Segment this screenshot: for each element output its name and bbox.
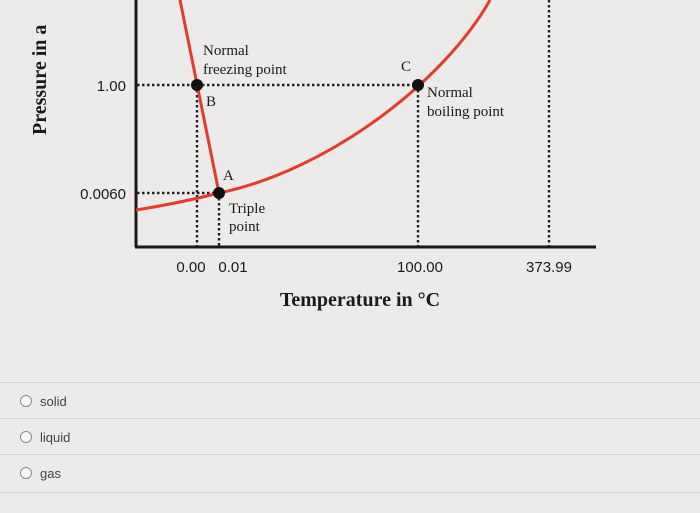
point-b-caption-line2: freezing point [203, 62, 288, 78]
option-solid[interactable]: solid [20, 390, 67, 412]
point-a-caption-line2: point [229, 219, 261, 235]
x-axis-title: Temperature in °C [280, 289, 440, 311]
point-b-marker [191, 79, 203, 91]
options-divider [0, 454, 700, 455]
option-label: gas [40, 465, 61, 481]
fusion-curve [178, 0, 221, 194]
point-c-caption-line2: boiling point [427, 104, 505, 120]
radio-circle-icon[interactable] [20, 395, 32, 407]
options-divider [0, 418, 700, 419]
point-a-marker [213, 187, 225, 199]
point-a-caption-line1: Triple [229, 201, 265, 217]
point-a-letter: A [223, 168, 234, 184]
x-tick-0-01: 0.01 [218, 259, 247, 276]
point-c-marker [412, 79, 424, 91]
y-tick-1atm: 1.00 [97, 78, 126, 95]
x-tick-373-99: 373.99 [526, 259, 572, 276]
option-label: liquid [40, 429, 71, 445]
options-divider-bottom [0, 492, 700, 493]
point-c-caption-line1: Normal [427, 85, 473, 101]
x-tick-0-00: 0.00 [176, 259, 205, 276]
phase-diagram: Pressure in a 1.00 0.0060 0.00 0.01 100.… [29, 0, 596, 311]
radio-circle-icon[interactable] [20, 431, 32, 443]
point-b-letter: B [206, 94, 216, 110]
y-tick-triple: 0.0060 [80, 186, 126, 203]
y-axis-title: Pressure in a [29, 25, 51, 135]
option-label: solid [40, 393, 67, 409]
vaporization-curve [218, 0, 492, 195]
point-b-caption-line1: Normal [203, 43, 249, 59]
option-liquid[interactable]: liquid [20, 426, 70, 448]
option-gas[interactable]: gas [20, 462, 61, 484]
x-tick-100: 100.00 [397, 259, 443, 276]
options-divider-top [0, 382, 700, 383]
radio-circle-icon[interactable] [20, 467, 32, 479]
point-c-letter: C [401, 59, 411, 75]
answer-options: solid liquid gas [0, 382, 700, 513]
sublimation-curve [135, 191, 220, 212]
